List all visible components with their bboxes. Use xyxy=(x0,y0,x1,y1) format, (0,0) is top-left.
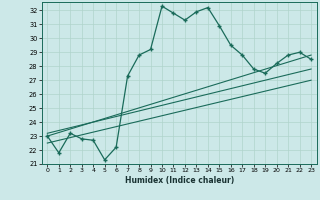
X-axis label: Humidex (Indice chaleur): Humidex (Indice chaleur) xyxy=(124,176,234,185)
